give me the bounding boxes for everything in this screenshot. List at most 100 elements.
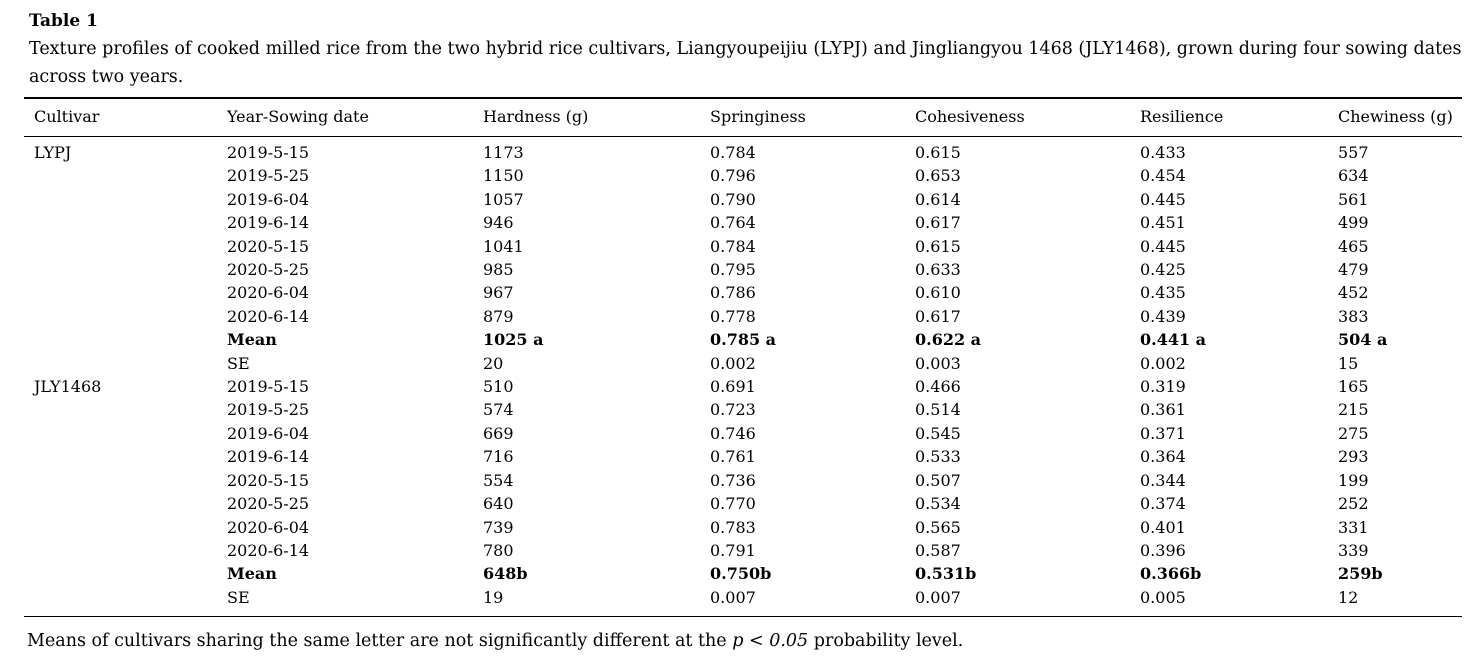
table-row: 2020-5-15 554 0.736 0.507 0.344 199 [24, 469, 1462, 492]
cell-chewiness: 259b [1338, 564, 1383, 584]
cell-hardness: 985 [483, 260, 514, 280]
cell-cultivar [24, 516, 227, 539]
cell-chewiness: 12 [1338, 587, 1359, 607]
cell-springiness: 0.778 [710, 306, 756, 326]
cell-hardness: 739 [483, 517, 514, 537]
cell-springiness: 0.764 [710, 213, 756, 233]
cell-cohesiveness: 0.633 [915, 260, 961, 280]
cell-springiness: 0.786 [710, 283, 756, 303]
cell-springiness: 0.791 [710, 540, 756, 560]
cell-hardness: 716 [483, 447, 514, 467]
cell-springiness: 0.785 a [710, 330, 777, 350]
table-header: Cultivar Year-Sowing date Hardness (g) S… [24, 98, 1462, 137]
cell-springiness: 0.723 [710, 400, 756, 420]
cell-resilience: 0.005 [1140, 587, 1186, 607]
table-row: 2019-6-14 716 0.761 0.533 0.364 293 [24, 445, 1462, 468]
cell-resilience: 0.445 [1140, 189, 1186, 209]
cell-springiness: 0.783 [710, 517, 756, 537]
cell-cultivar [24, 422, 227, 445]
cell-resilience: 0.439 [1140, 306, 1186, 326]
cell-sowing: 2020-6-04 [227, 283, 310, 303]
cell-chewiness: 561 [1338, 189, 1369, 209]
cell-chewiness: 199 [1338, 470, 1369, 490]
cell-sowing: 2019-5-25 [227, 400, 310, 420]
cell-hardness: 1173 [483, 143, 524, 162]
cell-hardness: 1041 [483, 236, 524, 256]
cell-resilience: 0.451 [1140, 213, 1186, 233]
cell-cohesiveness: 0.534 [915, 494, 961, 514]
cell-resilience: 0.441 a [1140, 330, 1207, 350]
cell-resilience: 0.344 [1140, 470, 1186, 490]
cell-cultivar [24, 562, 227, 585]
cell-cohesiveness: 0.617 [915, 213, 961, 233]
cell-hardness: 510 [483, 377, 514, 397]
table-row: 2019-6-14 946 0.764 0.617 0.451 499 [24, 211, 1462, 234]
cell-cohesiveness: 0.587 [915, 540, 961, 560]
cell-resilience: 0.396 [1140, 540, 1186, 560]
cell-springiness: 0.770 [710, 494, 756, 514]
table-row: 2020-6-14 780 0.791 0.587 0.396 339 [24, 539, 1462, 562]
cell-sowing: SE [227, 587, 250, 607]
cell-resilience: 0.364 [1140, 447, 1186, 467]
cell-hardness: 554 [483, 470, 514, 490]
cell-cultivar [24, 469, 227, 492]
table-row: 2020-6-14 879 0.778 0.617 0.439 383 [24, 305, 1462, 328]
cell-cultivar [24, 445, 227, 468]
column-header-resilience: Resilience [1140, 98, 1338, 137]
footnote-p-value: p < 0.05 [732, 631, 809, 652]
cell-resilience: 0.374 [1140, 494, 1186, 514]
cell-springiness: 0.750b [710, 564, 772, 584]
cell-springiness: 0.746 [710, 423, 756, 443]
cell-hardness: 1057 [483, 189, 524, 209]
column-header-cohesiveness: Cohesiveness [915, 98, 1140, 137]
cell-cultivar [24, 258, 227, 281]
cell-chewiness: 293 [1338, 447, 1369, 467]
column-header-springiness: Springiness [710, 98, 915, 137]
cell-springiness: 0.796 [710, 166, 756, 186]
cell-sowing: 2020-5-15 [227, 470, 310, 490]
cell-chewiness: 499 [1338, 213, 1369, 233]
cell-chewiness: 557 [1338, 143, 1369, 162]
cell-cultivar [24, 586, 227, 617]
cell-cohesiveness: 0.614 [915, 189, 961, 209]
cell-chewiness: 452 [1338, 283, 1369, 303]
table-row: 2019-5-25 574 0.723 0.514 0.361 215 [24, 398, 1462, 421]
table-row: 2020-5-15 1041 0.784 0.615 0.445 465 [24, 235, 1462, 258]
cell-cohesiveness: 0.514 [915, 400, 961, 420]
table-row: Mean 648b 0.750b 0.531b 0.366b 259b [24, 562, 1462, 585]
cell-cohesiveness: 0.531b [915, 564, 977, 584]
cell-springiness: 0.761 [710, 447, 756, 467]
column-header-hardness: Hardness (g) [483, 98, 710, 137]
cell-cultivar [24, 211, 227, 234]
cell-cohesiveness: 0.565 [915, 517, 961, 537]
cell-hardness: 967 [483, 283, 514, 303]
cell-cultivar: JLY1468 [34, 377, 102, 397]
cell-hardness: 780 [483, 540, 514, 560]
table-body: LYPJ 2019-5-15 1173 0.784 0.615 0.433 557 2019-… [24, 137, 1462, 617]
table-row: 2020-5-25 985 0.795 0.633 0.425 479 [24, 258, 1462, 281]
cell-cohesiveness: 0.617 [915, 306, 961, 326]
cell-cohesiveness: 0.533 [915, 447, 961, 467]
cell-sowing: 2019-6-14 [227, 447, 310, 467]
cell-chewiness: 15 [1338, 353, 1359, 373]
cell-cultivar [24, 164, 227, 187]
table-row: 2020-5-25 640 0.770 0.534 0.374 252 [24, 492, 1462, 515]
cell-sowing: 2019-5-15 [227, 377, 310, 397]
table-row: 2019-5-25 1150 0.796 0.653 0.454 634 [24, 164, 1462, 187]
cell-chewiness: 165 [1338, 377, 1369, 397]
table-row: 2019-6-04 669 0.746 0.545 0.371 275 [24, 422, 1462, 445]
cell-sowing: 2019-6-14 [227, 213, 310, 233]
cell-chewiness: 331 [1338, 517, 1369, 537]
cell-cohesiveness: 0.622 a [915, 330, 982, 350]
cell-chewiness: 504 a [1338, 330, 1388, 350]
cell-sowing: 2019-5-15 [227, 143, 310, 162]
table-row: 2020-6-04 967 0.786 0.610 0.435 452 [24, 281, 1462, 304]
cell-sowing: Mean [227, 564, 277, 584]
cell-cultivar [24, 235, 227, 258]
cell-sowing: SE [227, 353, 250, 373]
cell-sowing: 2020-5-25 [227, 494, 310, 514]
cell-cohesiveness: 0.545 [915, 423, 961, 443]
cell-cohesiveness: 0.007 [915, 587, 961, 607]
cell-cultivar [24, 328, 227, 351]
